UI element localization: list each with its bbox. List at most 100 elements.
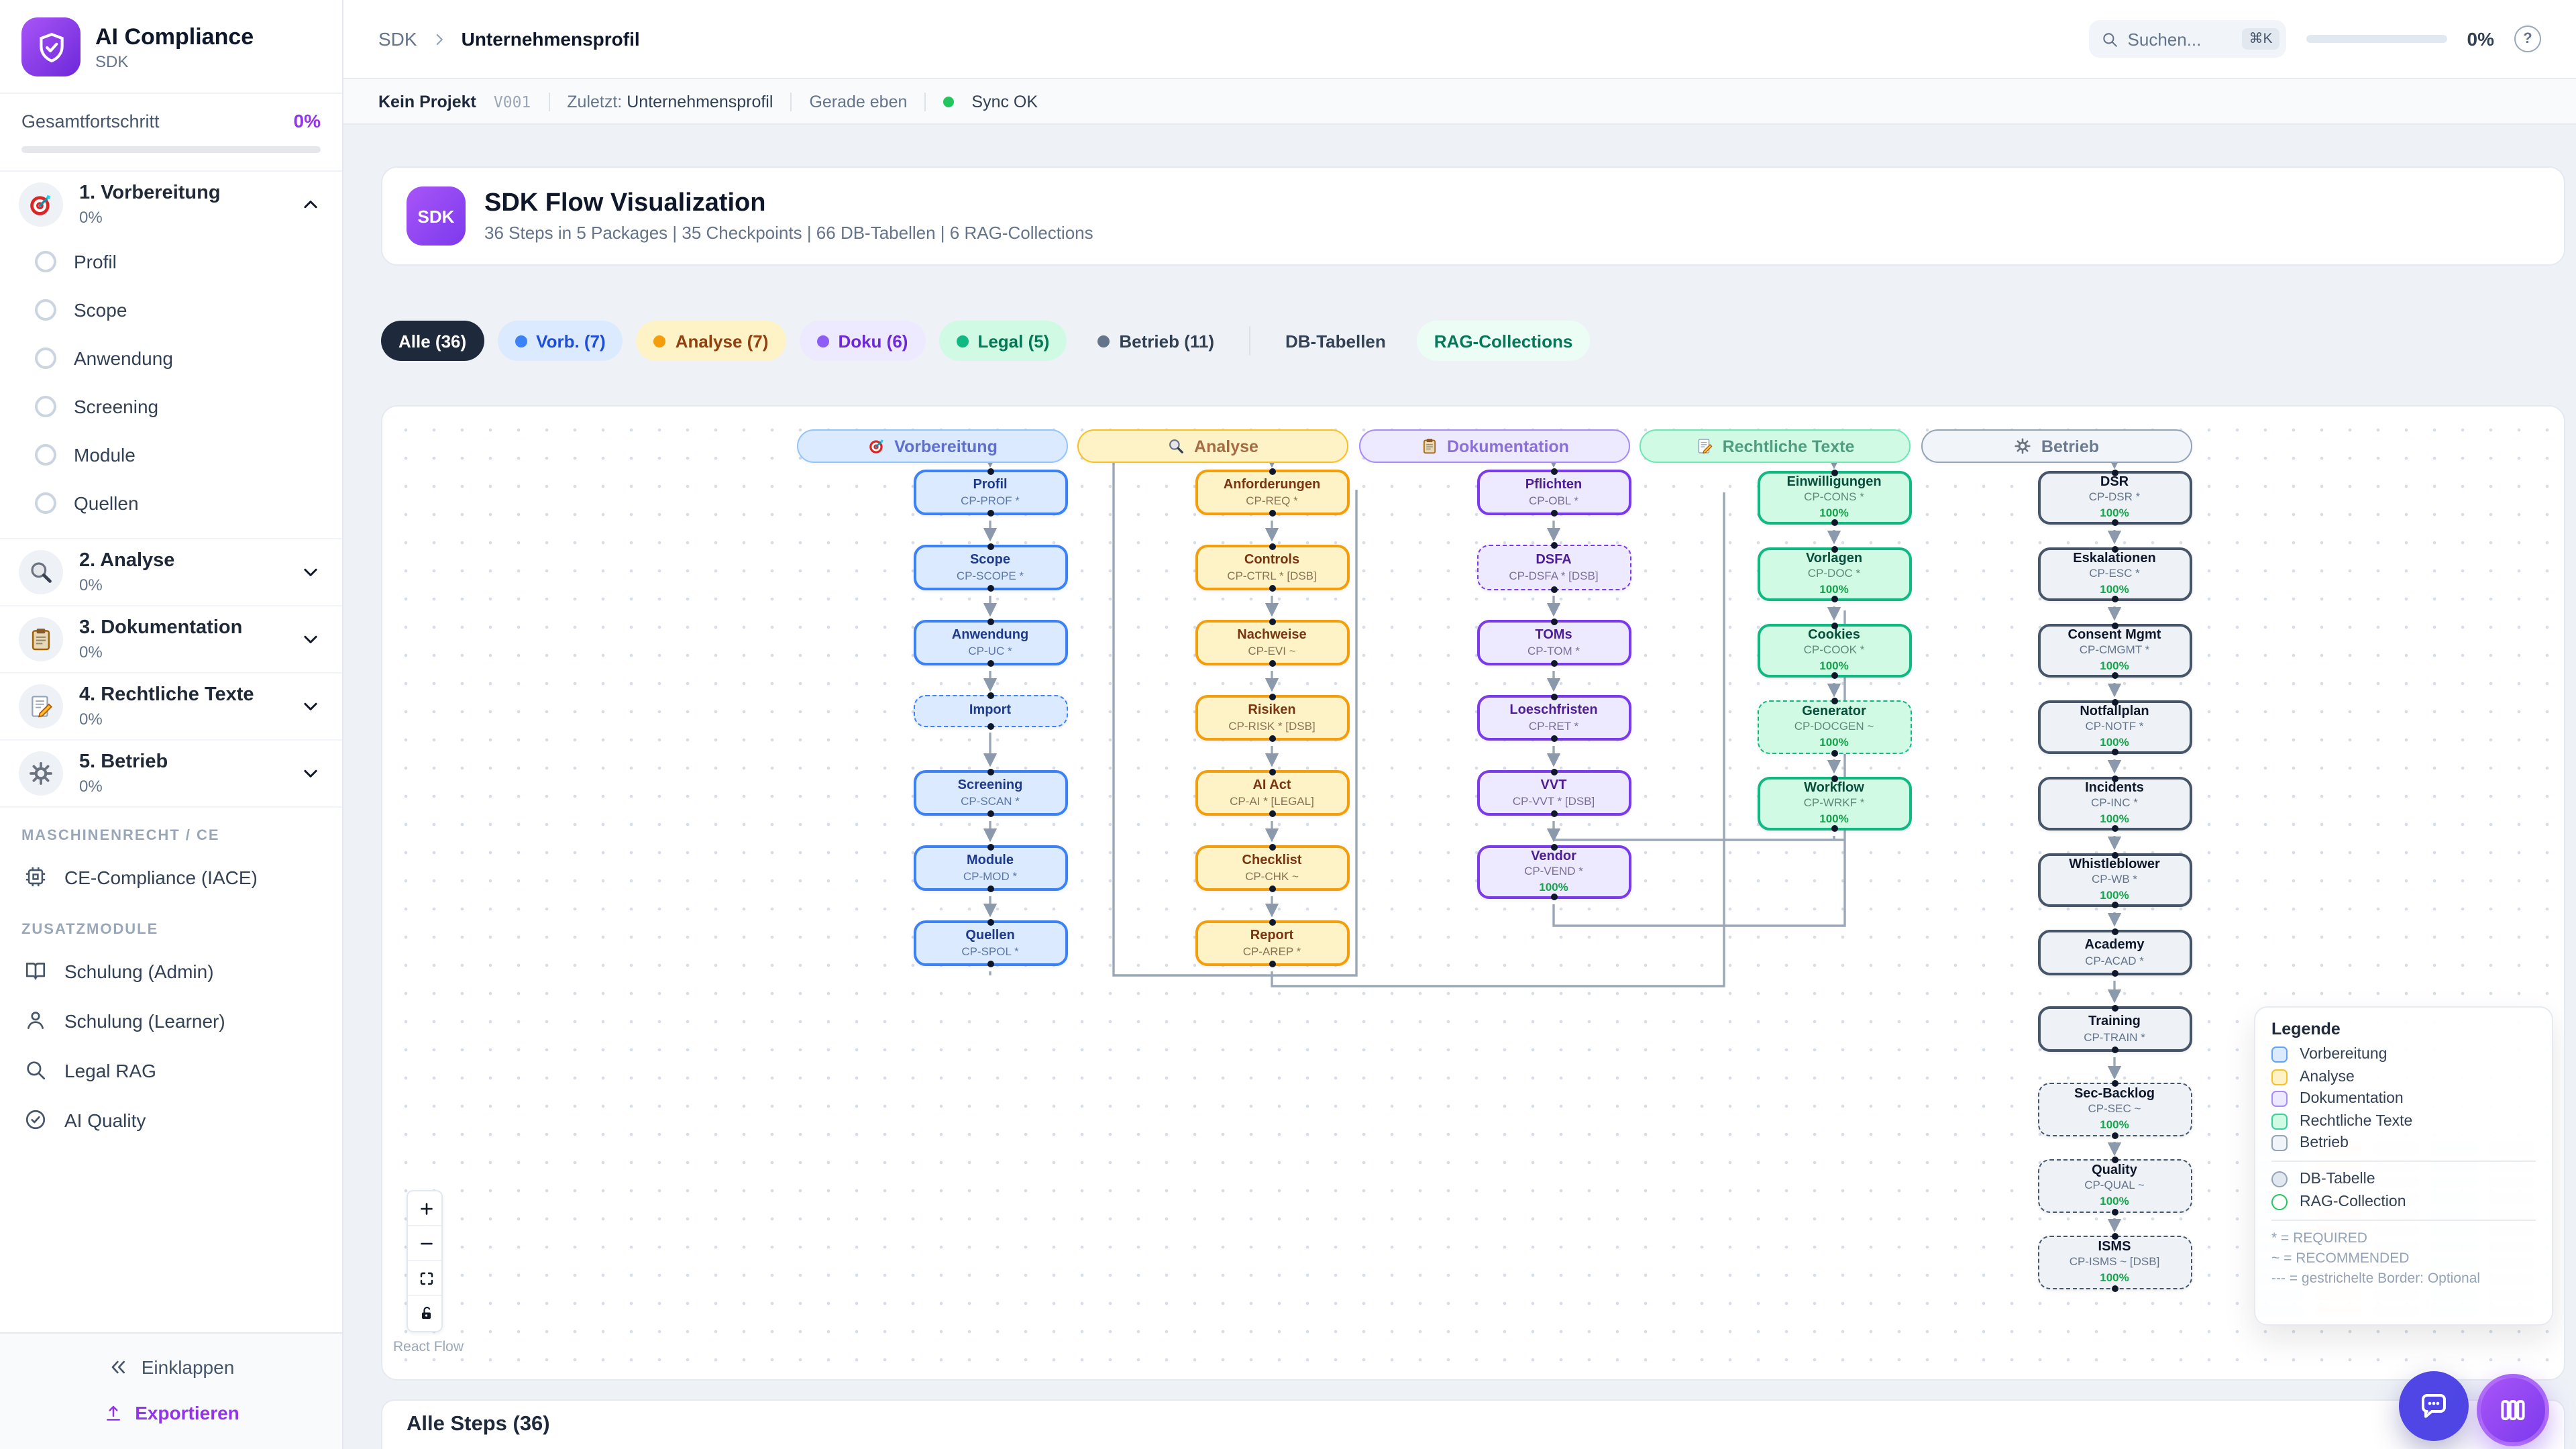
node-progress-value: 100% bbox=[2100, 888, 2129, 901]
sidebar-item-schulung-learner[interactable]: Schulung (Learner) bbox=[0, 996, 342, 1045]
status-bar: Kein Projekt V001 Zuletzt: Unternehmensp… bbox=[343, 79, 2576, 125]
zoom-in-button[interactable] bbox=[408, 1191, 441, 1226]
package-header-betrieb[interactable]: Betrieb bbox=[1921, 429, 2192, 463]
flow-node-workflow[interactable]: Workflow CP-WRKF * 100% bbox=[1757, 775, 1911, 832]
node-code: CP-MOD * bbox=[963, 869, 1018, 882]
divider bbox=[548, 92, 550, 111]
sidebar-item-ai-quality[interactable]: AI Quality bbox=[0, 1095, 342, 1144]
chevron-down-icon bbox=[301, 763, 321, 784]
sidebar-item-legal-rag[interactable]: Legal RAG bbox=[0, 1045, 342, 1095]
filter-chip-alle-36[interactable]: Alle (36) bbox=[381, 321, 484, 361]
filter-chip-rag-collections[interactable]: RAG-Collections bbox=[1416, 321, 1591, 361]
collapse-sidebar-button[interactable]: Einklappen bbox=[0, 1344, 342, 1390]
flow-node-screening[interactable]: Screening CP-SCAN * bbox=[913, 769, 1067, 817]
filter-chip-analyse-7[interactable]: Analyse (7) bbox=[636, 321, 786, 361]
lock-button[interactable] bbox=[408, 1296, 441, 1331]
flow-node-module[interactable]: Module CP-MOD * bbox=[913, 844, 1067, 892]
filter-chip-doku-6[interactable]: Doku (6) bbox=[799, 321, 926, 361]
flow-node-nachweise[interactable]: Nachweise CP-EVI ~ bbox=[1195, 619, 1349, 667]
legend-divider bbox=[2271, 1161, 2536, 1162]
board-view-button[interactable] bbox=[2477, 1374, 2549, 1446]
sidebar-item-scope[interactable]: Scope bbox=[0, 286, 342, 334]
package-header-label: Betrieb bbox=[2041, 437, 2100, 455]
flow-node-whistleblower[interactable]: Whistleblower CP-WB * 100% bbox=[2037, 852, 2192, 908]
flow-node-anforderungen[interactable]: Anforderungen CP-REQ * bbox=[1195, 468, 1349, 517]
flow-node-checklist[interactable]: Checklist CP-CHK ~ bbox=[1195, 844, 1349, 892]
flow-node-quellen[interactable]: Quellen CP-SPOL * bbox=[913, 919, 1067, 967]
book-icon bbox=[24, 959, 47, 982]
flow-node-academy[interactable]: Academy CP-ACAD * bbox=[2037, 928, 2192, 977]
flow-node-ai-act[interactable]: AI Act CP-AI * [LEGAL] bbox=[1195, 769, 1349, 817]
flow-node-report[interactable]: Report CP-AREP * bbox=[1195, 919, 1349, 967]
sidebar-item-screening[interactable]: Screening bbox=[0, 382, 342, 431]
sidebar-item-schulung-admin[interactable]: Schulung (Admin) bbox=[0, 946, 342, 996]
flow-node-vorlagen[interactable]: Vorlagen CP-DOC * 100% bbox=[1757, 546, 1911, 602]
flow-node-eskalationen[interactable]: Eskalationen CP-ESC * 100% bbox=[2037, 546, 2192, 602]
sidebar-item-quellen[interactable]: Quellen bbox=[0, 479, 342, 527]
phase-label: 4. Rechtliche Texte bbox=[79, 684, 254, 706]
sidebar-phase-5-betrieb[interactable]: 5. Betrieb 0% bbox=[0, 741, 342, 806]
sidebar-item-ce-compliance-iace[interactable]: CE-Compliance (IACE) bbox=[0, 852, 342, 902]
node-title: TOMs bbox=[1535, 628, 1572, 643]
flow-node-profil[interactable]: Profil CP-PROF * bbox=[913, 468, 1067, 517]
flow-node-controls[interactable]: Controls CP-CTRL * [DSB] bbox=[1195, 543, 1349, 592]
last-visited: Zuletzt: Unternehmensprofil bbox=[567, 92, 773, 111]
sidebar-item-anwendung[interactable]: Anwendung bbox=[0, 334, 342, 382]
search-input[interactable]: Suchen... ⌘K bbox=[2088, 20, 2286, 58]
node-code: CP-QUAL ~ bbox=[2084, 1178, 2145, 1191]
node-code: CP-SEC ~ bbox=[2088, 1102, 2141, 1115]
flow-node-scope[interactable]: Scope CP-SCOPE * bbox=[913, 543, 1067, 592]
flow-node-pflichten[interactable]: Pflichten CP-OBL * bbox=[1477, 468, 1631, 517]
node-code: CP-ISMS ~ [DSB] bbox=[2069, 1254, 2160, 1268]
flow-node-cookies[interactable]: Cookies CP-COOK * 100% bbox=[1757, 623, 1911, 679]
flow-node-consent-mgmt[interactable]: Consent Mgmt CP-CMGMT * 100% bbox=[2037, 623, 2192, 679]
zoom-out-button[interactable] bbox=[408, 1226, 441, 1261]
sidebar-phase-3-dokumentation[interactable]: 3. Dokumentation 0% bbox=[0, 606, 342, 672]
package-header-analyse[interactable]: Analyse bbox=[1077, 429, 1348, 463]
sidebar-item-profil[interactable]: Profil bbox=[0, 237, 342, 286]
flow-node-loeschfristen[interactable]: Loeschfristen CP-RET * bbox=[1477, 694, 1631, 742]
package-header-vorb[interactable]: Vorbereitung bbox=[797, 429, 1068, 463]
sidebar-phase-2-analyse[interactable]: 2. Analyse 0% bbox=[0, 539, 342, 605]
breadcrumb-sdk[interactable]: SDK bbox=[378, 28, 417, 50]
flow-node-training[interactable]: Training CP-TRAIN * bbox=[2037, 1005, 2192, 1053]
package-header-doku[interactable]: Dokumentation bbox=[1359, 429, 1630, 463]
flow-node-generator[interactable]: Generator CP-DOCGEN ~ 100% bbox=[1757, 698, 1911, 757]
sidebar-phase-4-rechtliche-texte[interactable]: 4. Rechtliche Texte 0% bbox=[0, 674, 342, 739]
flow-node-isms[interactable]: ISMS CP-ISMS ~ [DSB] 100% bbox=[2037, 1233, 2192, 1292]
flow-node-anwendung[interactable]: Anwendung CP-UC * bbox=[913, 619, 1067, 667]
filter-chip-legal-5[interactable]: Legal (5) bbox=[938, 321, 1067, 361]
filter-chip-label: Analyse (7) bbox=[675, 331, 769, 351]
fit-view-button[interactable] bbox=[408, 1261, 441, 1296]
node-title: Nachweise bbox=[1237, 628, 1307, 643]
export-button[interactable]: Exportieren bbox=[0, 1390, 342, 1436]
flow-node-toms[interactable]: TOMs CP-TOM * bbox=[1477, 619, 1631, 667]
node-title: Pflichten bbox=[1525, 478, 1582, 492]
flow-node-incidents[interactable]: Incidents CP-INC * 100% bbox=[2037, 775, 2192, 832]
reactflow-attribution: React Flow bbox=[393, 1339, 464, 1355]
flow-node-risiken[interactable]: Risiken CP-RISK * [DSB] bbox=[1195, 694, 1349, 742]
flow-node-notfallplan[interactable]: Notfallplan CP-NOTF * 100% bbox=[2037, 699, 2192, 755]
cpu-icon bbox=[24, 865, 47, 888]
filter-chip-vorb-7[interactable]: Vorb. (7) bbox=[497, 321, 623, 361]
chat-button[interactable] bbox=[2399, 1371, 2469, 1441]
flow-canvas[interactable]: React Flow Legende Vorbereitung Analyse Dok… bbox=[381, 405, 2565, 1381]
legend-label: Rechtliche Texte bbox=[2300, 1113, 2413, 1129]
package-header-legal[interactable]: Rechtliche Texte bbox=[1640, 429, 1911, 463]
flow-node-quality[interactable]: Quality CP-QUAL ~ 100% bbox=[2037, 1157, 2192, 1216]
help-button[interactable]: ? bbox=[2514, 25, 2541, 52]
flow-node-vvt[interactable]: VVT CP-VVT * [DSB] bbox=[1477, 769, 1631, 817]
flow-node-sec-backlog[interactable]: Sec-Backlog CP-SEC ~ 100% bbox=[2037, 1080, 2192, 1139]
filter-chip-betrieb-11[interactable]: Betrieb (11) bbox=[1080, 321, 1232, 361]
filter-dot-icon bbox=[956, 335, 969, 347]
sidebar-item-module[interactable]: Module bbox=[0, 431, 342, 479]
sidebar-phase-1-vorbereitung[interactable]: 1. Vorbereitung 0% bbox=[0, 172, 342, 237]
status-circle-icon bbox=[35, 347, 56, 369]
node-title: Whistleblower bbox=[2069, 857, 2160, 871]
flow-node-dsfa[interactable]: DSFA CP-DSFA * [DSB] bbox=[1477, 542, 1631, 593]
flow-node-vendor[interactable]: Vendor CP-VEND * 100% bbox=[1477, 844, 1631, 900]
flow-node-einwilligungen[interactable]: Einwilligungen CP-CONS * 100% bbox=[1757, 470, 1911, 526]
filter-chip-db-tabellen[interactable]: DB-Tabellen bbox=[1268, 321, 1403, 361]
flow-node-import[interactable]: Import bbox=[913, 692, 1067, 730]
flow-node-dsr[interactable]: DSR CP-DSR * 100% bbox=[2037, 470, 2192, 526]
